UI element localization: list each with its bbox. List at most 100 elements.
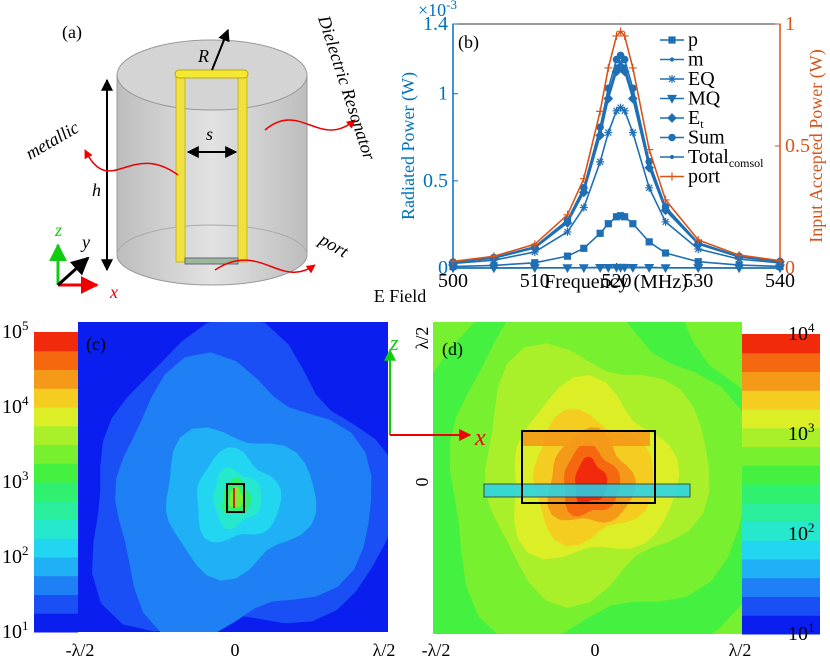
top-strip — [522, 432, 650, 446]
panel-label: (b) — [458, 32, 479, 53]
metallic-arrow — [84, 149, 179, 176]
colorbar-band — [742, 521, 820, 541]
colorbar-band — [742, 559, 820, 579]
marker — [563, 210, 572, 219]
marker — [618, 60, 623, 65]
colorbar-tick-label: 104 — [2, 393, 29, 418]
panel-c: (c) — [78, 322, 388, 632]
marker — [620, 55, 629, 64]
marker — [579, 203, 588, 212]
legend-name: m — [688, 49, 704, 71]
legend-name: Sum — [688, 127, 725, 149]
y-tick-label: 0 — [438, 257, 448, 279]
legend-name: E — [688, 107, 700, 129]
legend-label: MQ — [688, 88, 721, 110]
colorbar-tick-label: 101 — [788, 620, 815, 645]
colorbar-band — [34, 369, 78, 389]
colorbar-band — [742, 596, 820, 616]
y2-axis-title: Input Accepted Power (W) — [806, 49, 827, 242]
colorbar-band — [742, 502, 820, 522]
legend-label: m — [688, 49, 704, 71]
tick-exp: 2 — [808, 520, 815, 535]
colorbar-band — [742, 409, 820, 429]
marker — [666, 94, 678, 104]
marker — [562, 264, 573, 274]
tick-exp: 4 — [808, 320, 815, 335]
tick-base: 10 — [788, 523, 808, 545]
axis-x: x — [109, 282, 118, 302]
colorbar-band — [34, 407, 78, 427]
marker — [661, 195, 670, 204]
colorbar-band — [34, 425, 78, 445]
y-tick-label: 1.4 — [423, 13, 448, 35]
colorbar-tick-label: 105 — [2, 318, 29, 343]
y-multiplier: ×10-3 — [418, 0, 457, 20]
marker — [580, 244, 588, 252]
cylinder — [116, 74, 308, 286]
y2-tick-label: 1 — [785, 13, 795, 35]
marker — [669, 154, 675, 160]
marker — [604, 63, 613, 72]
x-tick-label: 0 — [231, 640, 240, 660]
colorbar-tick-label: 102 — [788, 520, 815, 545]
axis-x: x — [474, 425, 486, 451]
marker — [667, 113, 677, 123]
panel-a: (a) R s h metallic Dielectric Resonator … — [22, 12, 380, 302]
x-tick-label: 510 — [520, 270, 550, 292]
marker — [621, 213, 629, 221]
legend-name: port — [688, 166, 721, 188]
colorbar-band — [742, 540, 820, 560]
marker — [620, 31, 629, 40]
marker — [565, 219, 570, 224]
colorbar-tick-label: 102 — [2, 543, 29, 568]
tick-exp: 4 — [22, 393, 29, 408]
marker — [645, 183, 654, 192]
tick-base: 10 — [788, 423, 808, 445]
y-tick-label: 1 — [438, 83, 448, 105]
label-r: R — [197, 46, 209, 66]
colorbar-band — [34, 594, 78, 614]
series-line — [452, 106, 781, 265]
tick-base: 10 — [2, 621, 22, 643]
legend-label: EQ — [688, 68, 715, 90]
tick-base: 10 — [2, 321, 22, 343]
marker — [734, 264, 745, 274]
marker — [595, 264, 606, 273]
rod — [237, 71, 248, 263]
legend-subscript: comsol — [729, 156, 764, 170]
marker — [579, 174, 588, 183]
colorbar-tick-label: 103 — [2, 468, 29, 493]
legend-name: Total — [688, 146, 729, 168]
colorbar-band — [34, 519, 78, 539]
tick-base: 10 — [788, 623, 808, 645]
colorbar-band — [742, 352, 820, 372]
label-s: s — [206, 124, 213, 144]
series-line — [452, 61, 781, 264]
marker — [616, 27, 625, 36]
legend-name: p — [688, 29, 698, 51]
panel-label: (a) — [62, 22, 82, 43]
marker — [694, 258, 702, 266]
tick-exp: 3 — [22, 468, 29, 483]
colorbar-band — [34, 350, 78, 370]
panel-label: (d) — [442, 339, 463, 360]
marker — [598, 129, 603, 134]
colorbar-band — [34, 482, 78, 502]
label-h: h — [92, 180, 101, 200]
legend-label: port — [688, 166, 721, 188]
colorbar-band — [742, 390, 820, 410]
marker — [663, 206, 668, 211]
colorbar-band — [742, 427, 820, 447]
panel-b: (b) Frequency (MHz) Radiated Power (W) I… — [398, 0, 827, 293]
x-tick-label: 540 — [765, 270, 795, 292]
tick-exp: 2 — [22, 543, 29, 558]
marker — [612, 31, 621, 40]
marker — [668, 36, 676, 44]
legend-label: Totalcomsol — [688, 146, 764, 170]
colorbar-tick-label: 103 — [788, 420, 815, 445]
y2-tick-label: 0.5 — [785, 135, 810, 157]
marker — [578, 264, 589, 274]
contour — [229, 486, 244, 508]
marker — [529, 264, 540, 274]
marker — [668, 172, 676, 181]
